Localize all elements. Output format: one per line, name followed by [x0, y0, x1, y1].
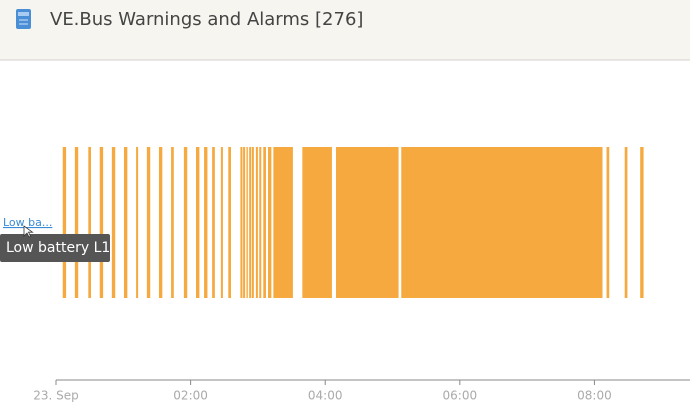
alarm-bar — [195, 147, 200, 298]
tooltip-box — [0, 234, 110, 262]
alarm-bar — [259, 147, 262, 298]
alarm-bar — [111, 147, 116, 298]
alarm-bar — [302, 147, 332, 298]
page-title: VE.Bus Warnings and Alarms [276] — [50, 9, 363, 30]
device-icon — [16, 9, 31, 29]
alarm-bar — [123, 147, 128, 298]
alarm-bar — [624, 147, 628, 298]
alarm-bar — [249, 147, 252, 298]
alarm-bar — [240, 147, 243, 298]
x-tick-label: 23. Sep — [33, 389, 79, 403]
alarm-bar — [246, 147, 248, 298]
row-label[interactable]: Low ba... — [3, 216, 52, 229]
alarm-bar — [335, 147, 399, 298]
alarm-bar — [251, 147, 254, 298]
alarm-bar — [243, 147, 246, 298]
alarm-bar — [255, 147, 258, 298]
alarm-bar — [183, 147, 188, 298]
tooltip-text: Low battery L1 — [6, 240, 110, 256]
alarm-bar — [99, 147, 104, 298]
x-tick-label: 02:00 — [173, 389, 208, 403]
header-bar — [0, 0, 690, 60]
x-tick-label: 04:00 — [308, 389, 343, 403]
alarm-bar — [204, 147, 208, 298]
alarm-bar — [268, 147, 272, 298]
mouse-cursor — [23, 225, 34, 238]
alarm-bar — [88, 147, 91, 298]
alarm-bar — [62, 147, 67, 298]
x-tick-label: 08:00 — [577, 389, 612, 403]
alarm-bar — [136, 147, 139, 298]
alarm-bar — [171, 147, 174, 298]
alarm-bar — [212, 147, 215, 298]
alarm-bar — [606, 147, 610, 298]
alarm-bar — [220, 147, 223, 298]
alarm-bar — [263, 147, 266, 298]
alarm-bar — [74, 147, 79, 298]
alarm-bar — [640, 147, 644, 298]
alarm-bar — [401, 147, 603, 298]
alarm-bar — [146, 147, 151, 298]
alarm-bar — [228, 147, 231, 298]
x-tick-label: 06:00 — [443, 389, 478, 403]
alarm-bar — [158, 147, 163, 298]
alarm-bar — [273, 147, 293, 298]
